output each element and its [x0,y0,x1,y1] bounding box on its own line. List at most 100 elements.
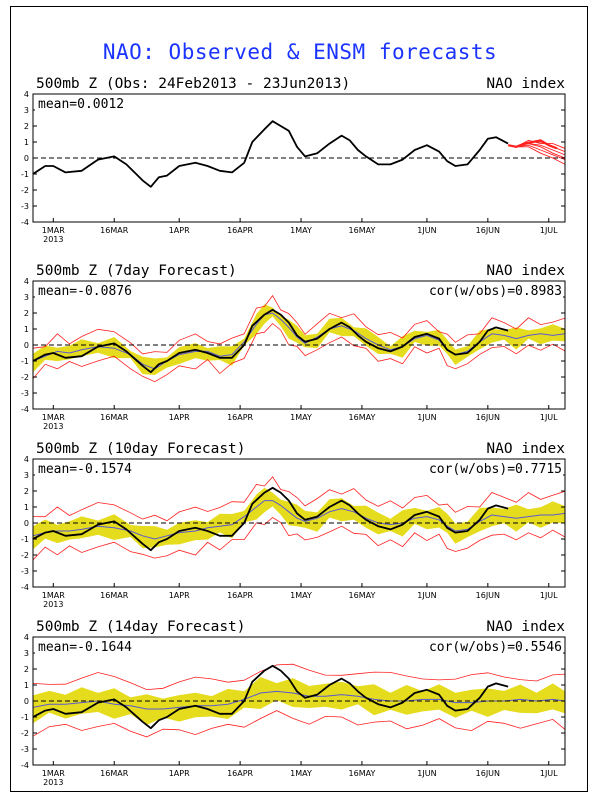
x-tick-label: 1MAR [42,591,65,600]
x-tick-label: 1APR [169,226,190,235]
member-envelope-lower [33,710,565,738]
member-envelope-upper [33,663,565,691]
y-tick-label: -4 [21,405,29,414]
x-tick-label: 1JUN [417,226,436,235]
x-tick-label: 16JUN [476,769,500,778]
member-envelope-upper [33,294,565,355]
chart-panel-3: 500mb Z (10day Forecast) NAO index 4 3 2 1 0 -1… [21,441,566,609]
x-tick-label: 16APR [227,413,253,422]
x-tick-label: 1MAY [290,591,312,600]
y-tick-label: -3 [21,745,29,754]
x-tick-label: 16MAR [100,769,129,778]
mean-label: mean=-0.1574 [38,462,132,477]
x-tick-label: 16MAY [349,769,376,778]
x-tick-label: 1JUN [417,413,436,422]
x-tick-label: 1APR [169,591,190,600]
plot-area [33,120,565,188]
x-tick-label: 1MAR [42,226,65,235]
correlation-label: cor(w/obs)=0.8983 [429,284,562,299]
y-tick-label: -3 [21,567,29,576]
y-tick-label: -2 [21,186,29,195]
y-tick-label: -2 [21,729,29,738]
y-tick-label: -2 [21,551,29,560]
observed-series-line [33,120,509,188]
observed-series-line [33,664,509,730]
x-tick-year-label: 2013 [43,422,63,431]
x-tick-label: 16APR [227,226,253,235]
y-tick-label: -4 [21,583,29,592]
x-tick-label: 1MAY [290,226,312,235]
observed-series-line [33,308,509,374]
y-tick-label: 2 [24,665,29,674]
x-tick-label: 1MAR [42,769,65,778]
y-tick-label: 3 [24,471,29,480]
x-tick-label: 16MAR [100,226,129,235]
x-tick-label: 16APR [227,591,253,600]
y-tick-label: 1 [24,325,29,334]
y-tick-label: 0 [24,154,29,163]
chart-panel-1: 500mb Z (Obs: 24Feb2013 - 23Jun2013) NAO … [21,76,566,244]
x-tick-label: 16JUN [476,591,500,600]
member-envelope-lower [33,517,565,561]
x-tick-label: 1JUL [540,769,558,778]
x-tick-label: 1APR [169,769,190,778]
y-tick-label: 3 [24,649,29,658]
figure-frame [10,6,588,792]
mean-label: mean=-0.1644 [38,640,132,655]
x-tick-label: 1MAY [290,413,312,422]
x-tick-year-label: 2013 [43,778,63,787]
x-tick-label: 1JUN [417,769,436,778]
x-tick-label: 16MAY [349,226,376,235]
x-tick-label: 16APR [227,769,253,778]
y-tick-label: 4 [24,277,29,286]
y-tick-label: -3 [21,202,29,211]
x-tick-year-label: 2013 [43,600,63,609]
y-tick-label: -1 [21,357,29,366]
y-tick-label: 1 [24,681,29,690]
panel-right-label: NAO index [486,441,565,457]
y-tick-label: -1 [21,535,29,544]
x-tick-label: 1MAR [42,413,65,422]
y-tick-label: 1 [24,503,29,512]
x-tick-label: 1JUL [540,591,558,600]
x-tick-label: 1APR [169,413,190,422]
correlation-label: cor(w/obs)=0.7715 [429,462,562,477]
member-envelope-lower [33,322,565,383]
y-tick-label: -4 [21,761,29,770]
x-tick-label: 1JUL [540,226,558,235]
y-tick-label: 2 [24,122,29,131]
y-tick-label: -1 [21,713,29,722]
x-tick-label: 16MAY [349,413,376,422]
figure-title: NAO: Observed & ENSM forecasts [102,40,498,64]
panel-title: 500mb Z (7day Forecast) [36,263,237,279]
x-tick-label: 1JUN [417,591,436,600]
forecast-member-line [516,144,565,161]
panel-title: 500mb Z (10day Forecast) [36,441,246,457]
panel-title: 500mb Z (14day Forecast) [36,619,246,635]
x-tick-label: 1MAY [290,769,312,778]
panel-right-label: NAO index [486,263,565,279]
correlation-label: cor(w/obs)=0.5546 [429,640,562,655]
x-tick-label: 16MAR [100,413,129,422]
y-tick-label: 0 [24,519,29,528]
plot-area [33,294,565,383]
y-tick-label: 4 [24,633,29,642]
x-tick-label: 1JUL [540,413,558,422]
y-tick-label: 4 [24,455,29,464]
chart-panel-4: 500mb Z (14day Forecast) NAO index 4 3 2 1 0 -1… [21,619,566,787]
member-envelope-upper [33,476,565,522]
chart-panel-2: 500mb Z (7day Forecast) NAO index 4 3 2 1 0 -1 -… [21,263,566,431]
y-tick-label: -4 [21,218,29,227]
y-tick-label: 0 [24,341,29,350]
observed-series-line [33,486,509,552]
y-tick-label: -2 [21,373,29,382]
panel-right-label: NAO index [486,619,565,635]
y-tick-label: 3 [24,293,29,302]
y-tick-label: 0 [24,697,29,706]
y-tick-label: 2 [24,487,29,496]
y-tick-label: -1 [21,170,29,179]
y-tick-label: -3 [21,389,29,398]
y-tick-label: 4 [24,90,29,99]
plot-area [33,663,565,738]
y-tick-label: 2 [24,309,29,318]
